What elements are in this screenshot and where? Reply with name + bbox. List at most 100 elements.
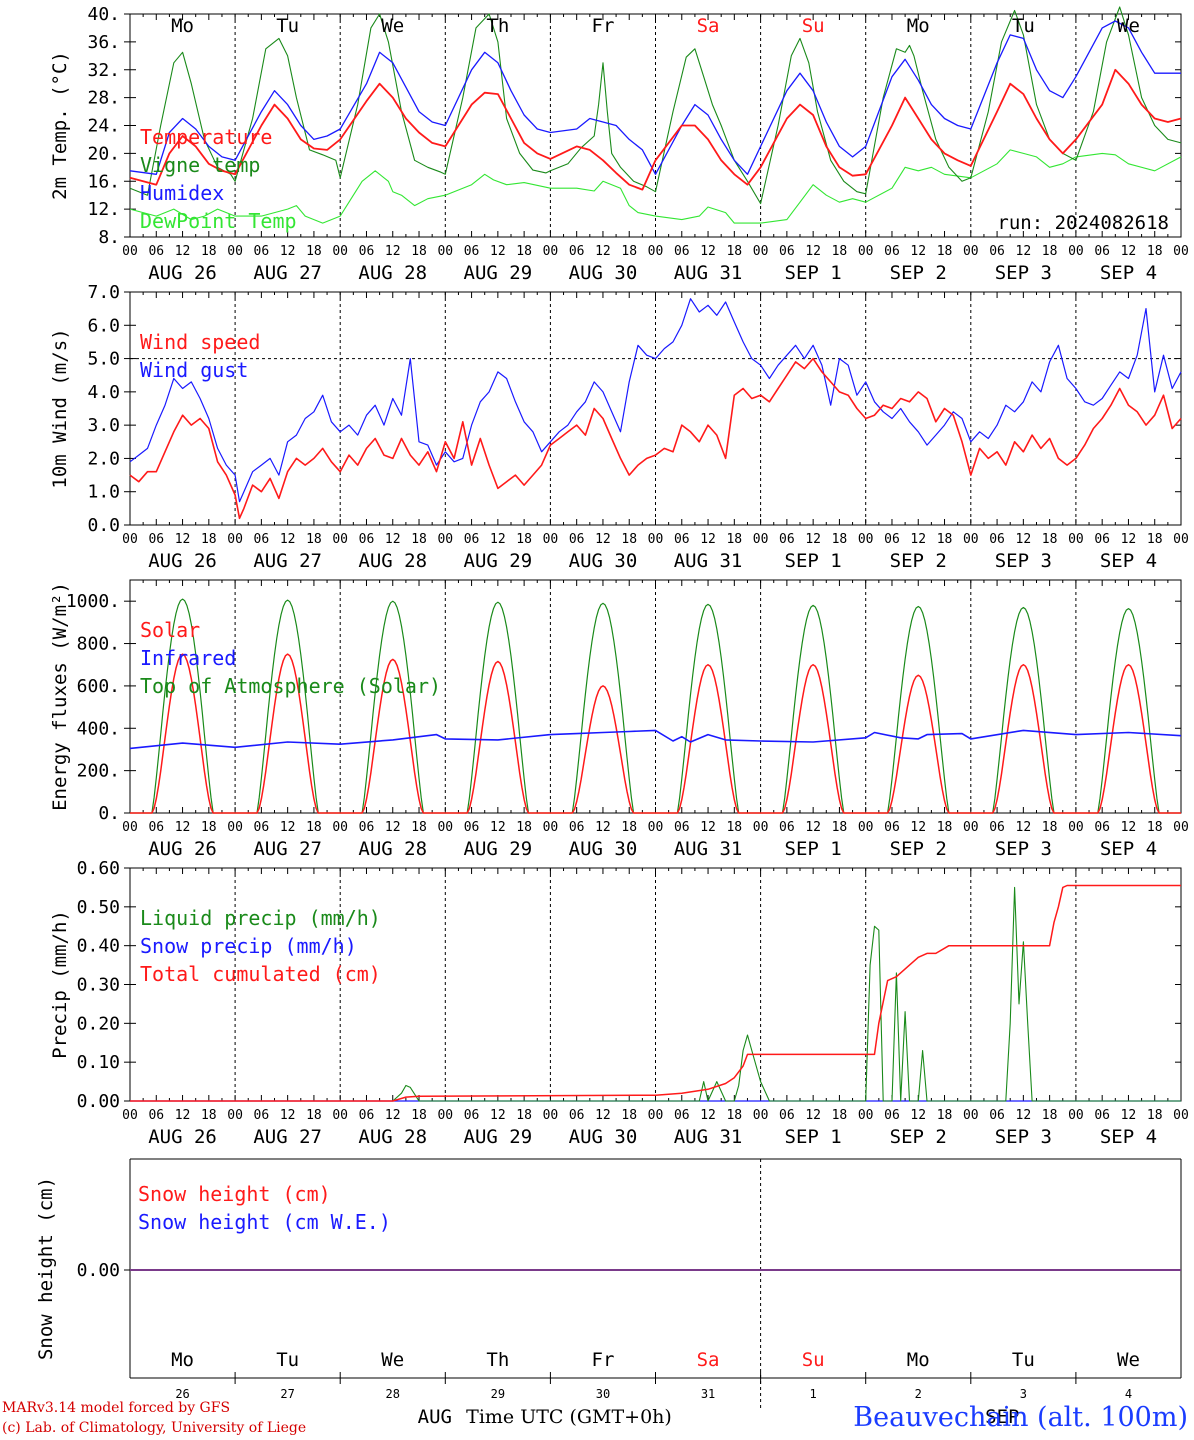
flux-date-label: AUG 28 — [358, 838, 427, 860]
liquid-precip-line — [130, 886, 1181, 1102]
flux-hour-label: 18 — [201, 820, 217, 835]
solar-line — [970, 663, 1076, 814]
wind-hour-label: 18 — [726, 532, 742, 547]
wind-hour-label: 12 — [700, 532, 716, 547]
temp-hour-label: 12 — [280, 244, 296, 259]
temp-date-label: AUG 29 — [464, 262, 533, 284]
temp-hour-label: 06 — [884, 244, 900, 259]
precip-ytick-label: 0.50 — [77, 897, 120, 918]
flux-date-label: SEP 1 — [785, 838, 842, 860]
wind-hour-label: 00 — [858, 532, 874, 547]
temp-hour-label: 18 — [1042, 244, 1058, 259]
temp-ytick-label: 28. — [87, 88, 120, 109]
temp-ytick-label: 8. — [98, 227, 120, 248]
precip-hour-label: 18 — [1147, 1108, 1163, 1123]
snow-ytick-label: 0.00 — [77, 1260, 120, 1281]
humidex-line — [129, 20, 1181, 175]
temp-hour-label: 00 — [122, 244, 138, 259]
flux-hour-label: 00 — [543, 820, 559, 835]
snow-daynum-label: 28 — [386, 1387, 400, 1401]
temp-hour-label: 12 — [1016, 244, 1032, 259]
temp-hour-label: 12 — [1121, 244, 1137, 259]
wind-hour-label: 00 — [122, 532, 138, 547]
wind-date-label: SEP 1 — [785, 550, 842, 572]
flux-hour-label: 12 — [385, 820, 401, 835]
temp-ytick-label: 32. — [87, 60, 120, 81]
precip-hour-label: 00 — [858, 1108, 874, 1123]
temp-date-label: SEP 3 — [995, 262, 1052, 284]
flux-hour-label: 12 — [280, 820, 296, 835]
wind-hour-label: 06 — [989, 532, 1005, 547]
wind-ylabel: 10m Wind (m/s) — [49, 328, 71, 488]
precip-date-label: SEP 1 — [785, 1126, 842, 1148]
precip-hour-label: 12 — [595, 1108, 611, 1123]
wind-date-label: AUG 26 — [148, 550, 217, 572]
temp-hour-label: 18 — [306, 244, 322, 259]
wind-ytick-label: 7.0 — [87, 282, 120, 303]
flux-hour-label: 00 — [1173, 820, 1189, 835]
precip-ytick-label: 0.20 — [77, 1013, 120, 1034]
flux-hour-label: 06 — [779, 820, 795, 835]
wind-hour-label: 06 — [884, 532, 900, 547]
temp-weekday-label: Fr — [592, 15, 615, 37]
temp-hour-label: 06 — [254, 244, 270, 259]
temp-hour-label: 06 — [464, 244, 480, 259]
snow-weekday-label: Tu — [276, 1349, 299, 1371]
station-title: Beauvechain (alt. 100m) — [853, 1402, 1188, 1433]
wind-ytick-label: 2.0 — [87, 448, 120, 469]
temp-weekday-label: Tu — [276, 15, 299, 37]
snow-legend-snow-height-cm-w-e-: Snow height (cm W.E.) — [138, 1210, 391, 1234]
total-cumulated-line — [130, 884, 1181, 1102]
wind-hour-label: 00 — [543, 532, 559, 547]
temp-ytick-label: 12. — [87, 199, 120, 220]
precip-hour-label: 18 — [411, 1108, 427, 1123]
flux-hour-label: 18 — [1147, 820, 1163, 835]
temp-date-label: AUG 30 — [569, 262, 638, 284]
flux-date-label: AUG 29 — [464, 838, 533, 860]
temp-hour-label: 06 — [779, 244, 795, 259]
temperature-line — [129, 68, 1182, 191]
flux-ytick-label: 800. — [77, 634, 120, 655]
snow-weekday-label: Sa — [697, 1349, 720, 1371]
wind-hour-label: 06 — [359, 532, 375, 547]
temp-hour-label: 18 — [1147, 244, 1163, 259]
precip-hour-label: 00 — [753, 1108, 769, 1123]
temp-hour-label: 00 — [543, 244, 559, 259]
wind-hour-label: 18 — [306, 532, 322, 547]
precip-date-label: SEP 2 — [890, 1126, 947, 1148]
precip-ytick-label: 0.60 — [77, 858, 120, 879]
flux-hour-label: 12 — [1121, 820, 1137, 835]
wind-date-label: AUG 29 — [464, 550, 533, 572]
lab-credit: (c) Lab. of Climatology, University of L… — [2, 1420, 307, 1436]
flux-hour-label: 00 — [332, 820, 348, 835]
temp-hour-label: 18 — [411, 244, 427, 259]
wind-ytick-label: 4.0 — [87, 382, 120, 403]
wind-date-label: AUG 30 — [569, 550, 638, 572]
wind-hour-label: 12 — [595, 532, 611, 547]
precip-hour-label: 18 — [726, 1108, 742, 1123]
wind-hour-label: 06 — [1094, 532, 1110, 547]
flux-ylabel: Energy fluxes (W/m²) — [49, 582, 71, 811]
temp-ytick-label: 20. — [87, 143, 120, 164]
temp-ytick-label: 24. — [87, 116, 120, 137]
precip-hour-label: 12 — [1121, 1108, 1137, 1123]
temp-hour-label: 18 — [621, 244, 637, 259]
snow-daynum-label: 29 — [491, 1387, 505, 1401]
precip-hour-label: 00 — [437, 1108, 453, 1123]
temp-hour-label: 18 — [726, 244, 742, 259]
precip-hour-label: 12 — [1016, 1108, 1032, 1123]
temp-hour-label: 06 — [989, 244, 1005, 259]
flux-hour-label: 18 — [832, 820, 848, 835]
precip-date-label: AUG 29 — [464, 1126, 533, 1148]
wind-hour-label: 12 — [490, 532, 506, 547]
wind-hour-label: 12 — [280, 532, 296, 547]
temp-hour-label: 12 — [490, 244, 506, 259]
temp-weekday-label: Sa — [697, 15, 720, 37]
wind-hour-label: 00 — [1173, 532, 1189, 547]
flux-hour-label: 18 — [306, 820, 322, 835]
temp-legend-dewpoint-temp: DewPoint Temp — [140, 209, 297, 233]
flux-hour-label: 06 — [464, 820, 480, 835]
temp-ylabel: 2m Temp. (°C) — [49, 51, 71, 200]
precip-hour-label: 12 — [910, 1108, 926, 1123]
solar-line — [1075, 663, 1181, 814]
